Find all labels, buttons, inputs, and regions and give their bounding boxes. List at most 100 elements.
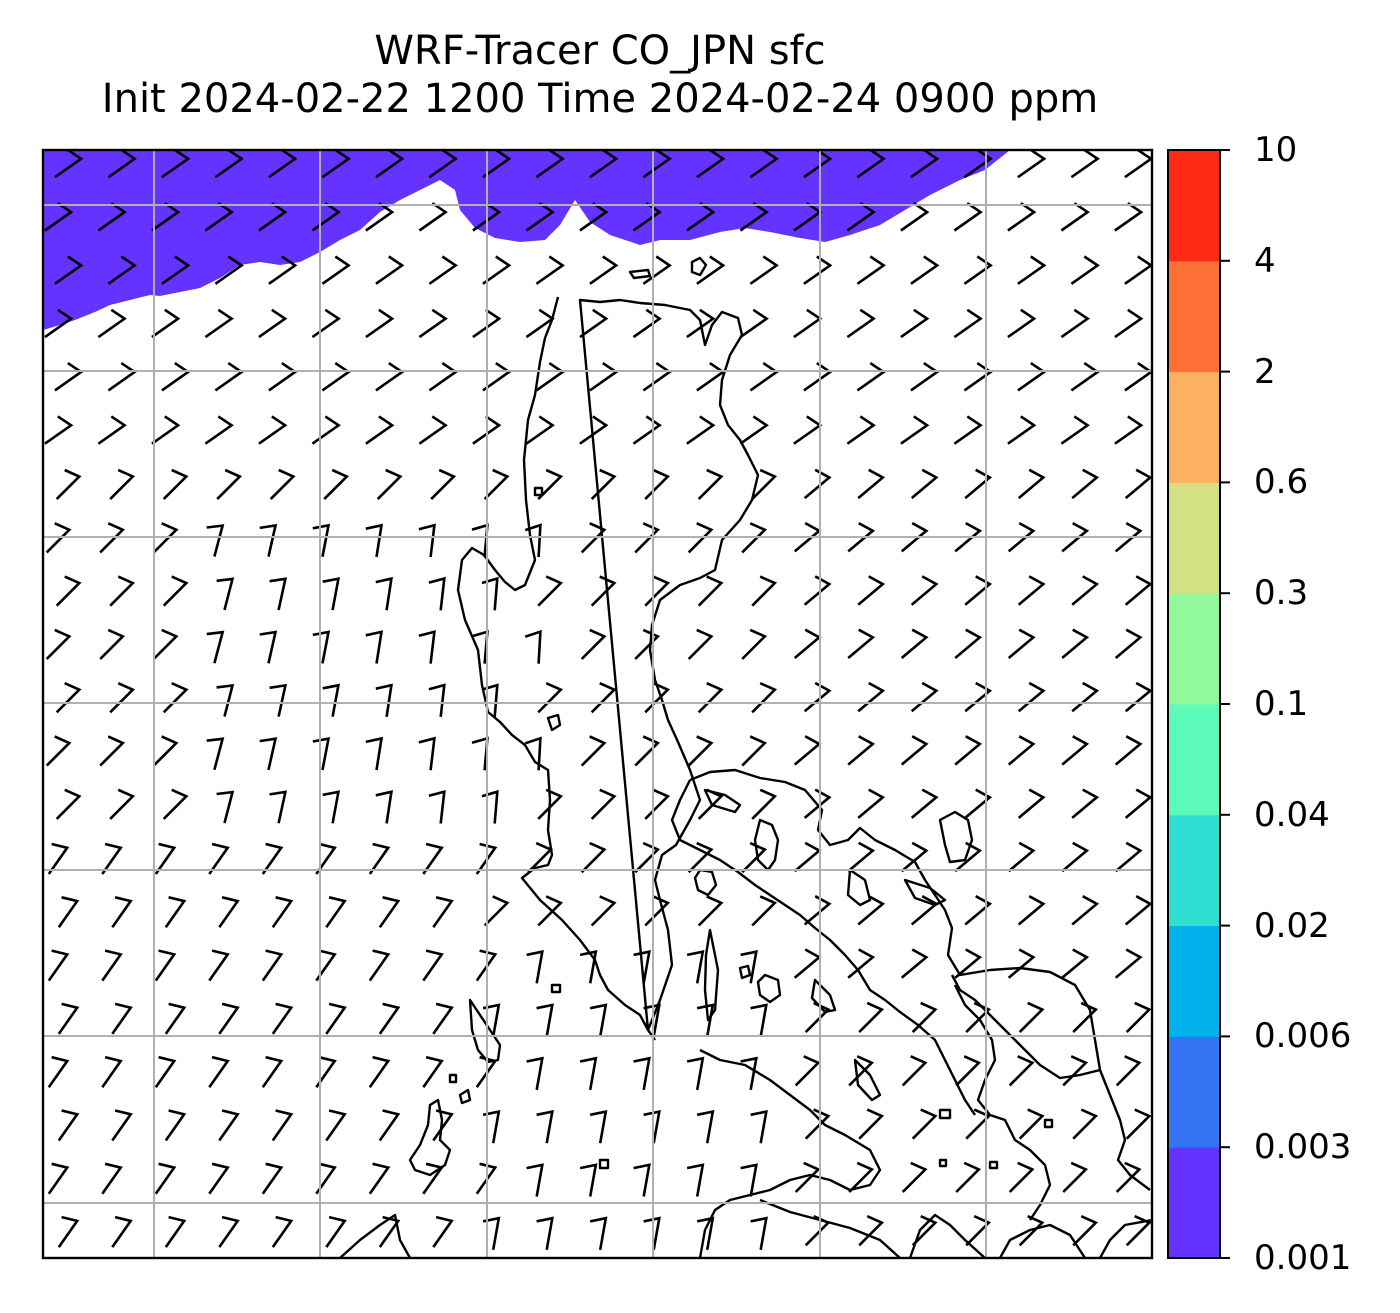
wind-barb: [741, 841, 768, 874]
wind-barb: [803, 150, 833, 179]
wind-barb: [848, 1055, 875, 1087]
wind-barb: [1061, 628, 1090, 659]
wind-barb: [428, 683, 446, 718]
wind-barb: [54, 362, 84, 392]
wind-barb: [696, 1109, 715, 1144]
wind-barb: [45, 628, 72, 660]
wind-barb: [483, 895, 510, 927]
wind-barb: [964, 468, 993, 500]
wind-barb: [418, 308, 448, 339]
colorbar-segment: [1168, 260, 1220, 373]
wind-barb: [953, 202, 983, 232]
wind-barb: [537, 575, 564, 607]
wind-barb: [375, 255, 405, 285]
wind-barb: [1071, 468, 1100, 500]
wind-barb: [268, 362, 298, 392]
wind-barb: [472, 308, 502, 339]
wind-barb: [1008, 1055, 1035, 1087]
wind-barb: [857, 788, 886, 819]
colorbar: [1167, 149, 1230, 1259]
wind-barb: [963, 150, 993, 179]
wind-barb: [258, 308, 288, 339]
wind-barb: [482, 1109, 501, 1144]
wind-barb: [846, 415, 876, 445]
wind-barb: [579, 950, 598, 984]
wind-barb: [847, 521, 876, 553]
wind-barb: [1115, 1161, 1142, 1193]
wind-barb: [482, 150, 512, 179]
wind-barb: [365, 202, 395, 232]
wind-barb: [1114, 521, 1143, 553]
wind-barb: [900, 948, 929, 979]
wind-barb: [418, 415, 448, 445]
wind-barb: [696, 362, 726, 392]
wind-barb: [1017, 255, 1047, 285]
wind-barb: [1060, 415, 1090, 445]
wind-barb: [154, 1162, 177, 1195]
wind-barb: [687, 522, 714, 554]
wind-barb: [375, 576, 393, 611]
wind-barb: [368, 949, 391, 982]
wind-barb: [525, 202, 555, 232]
wind-barb: [1061, 948, 1090, 979]
wind-barb: [590, 682, 617, 714]
wind-barb: [634, 735, 661, 767]
wind-barb: [45, 735, 72, 767]
wind-barb: [154, 1055, 177, 1088]
wind-barb: [954, 841, 983, 873]
wind-barb: [1124, 362, 1152, 392]
wind-barb: [216, 468, 243, 501]
wind-barb: [1062, 1161, 1089, 1193]
wind-barb: [1114, 948, 1143, 979]
wind-barb: [44, 308, 74, 339]
wind-barb: [218, 1109, 240, 1142]
wind-barb: [325, 896, 347, 929]
wind-barb: [55, 575, 82, 607]
wind-barb: [751, 468, 778, 501]
wind-barb: [321, 150, 351, 179]
wind-barb: [856, 150, 886, 179]
wind-barb: [57, 896, 80, 929]
wind-barb: [858, 1001, 885, 1034]
wind-barb: [208, 1055, 230, 1088]
wind-barb: [1007, 415, 1037, 445]
wind-barb: [525, 415, 555, 445]
colorbar-tick-label: 4: [1254, 240, 1276, 281]
wind-barb: [259, 737, 278, 771]
coastline-bottom-left: [339, 998, 502, 1258]
wind-barb: [1070, 150, 1100, 179]
wind-barb: [1007, 202, 1037, 232]
wind-barb: [740, 1056, 758, 1091]
wind-barb: [910, 681, 939, 713]
wind-barb: [1114, 415, 1144, 445]
wind-barb: [1018, 1215, 1045, 1247]
wind-barb: [589, 1216, 608, 1251]
wind-barb: [55, 788, 82, 820]
wind-barb: [271, 896, 294, 929]
wind-barb: [154, 842, 177, 875]
wind-barb: [311, 308, 341, 339]
wind-barb: [739, 415, 769, 445]
wind-barb: [1124, 255, 1152, 285]
wind-barb: [376, 468, 403, 501]
wind-barb: [375, 683, 393, 717]
wind-barb: [154, 949, 177, 982]
wind-barb: [633, 1163, 651, 1197]
wind-barb: [1124, 468, 1152, 500]
wind-barb: [739, 308, 769, 339]
wind-barb: [322, 683, 341, 717]
wind-barb: [97, 308, 127, 339]
wind-barb: [741, 628, 768, 660]
wind-barb: [537, 682, 564, 714]
wind-barb: [590, 468, 617, 501]
wind-barb: [99, 522, 126, 554]
wind-barb: [312, 630, 331, 664]
wind-barb: [911, 1108, 938, 1140]
wind-barb: [218, 896, 240, 929]
wind-barb: [111, 1215, 133, 1248]
wind-barb: [418, 202, 448, 232]
wind-barb: [365, 308, 395, 339]
wind-barb: [751, 788, 778, 820]
wind-barb: [1007, 308, 1037, 339]
wind-barb: [1114, 628, 1143, 659]
